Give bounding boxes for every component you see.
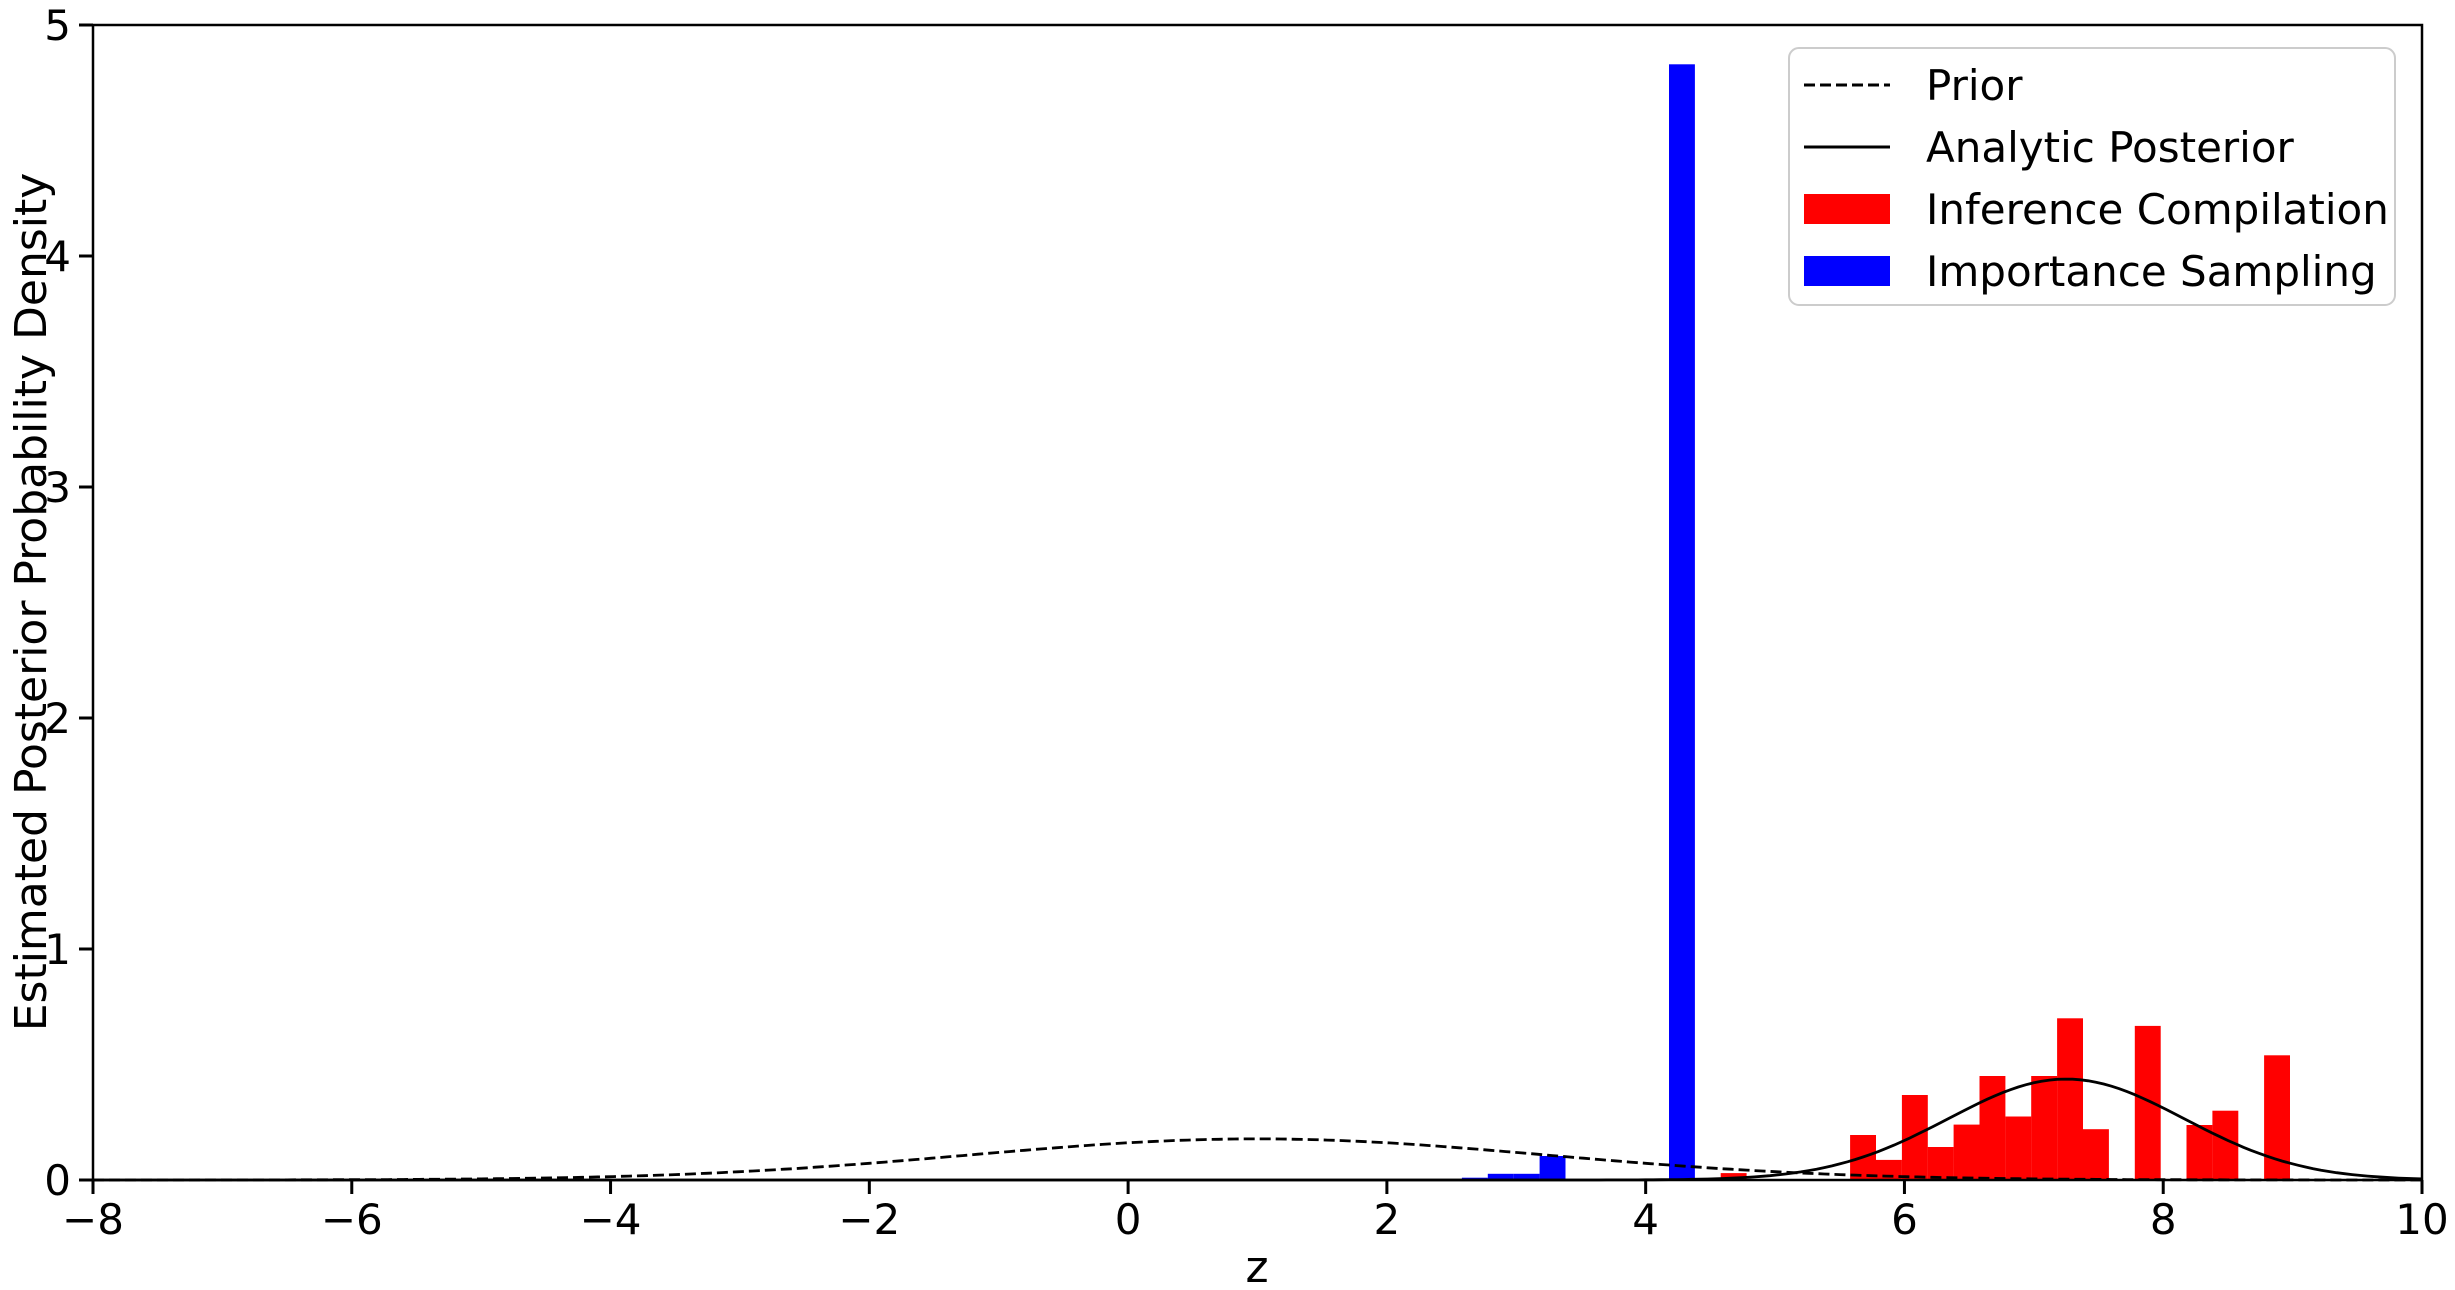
- histogram-layer: [1461, 64, 2290, 1180]
- histogram-bar: [2057, 1018, 2083, 1180]
- histogram-bar: [2212, 1110, 2239, 1180]
- y-tick-label: 4: [44, 232, 71, 281]
- y-tick-label: 2: [44, 694, 71, 743]
- y-tick-label: 5: [44, 1, 71, 50]
- histogram-bar: [1953, 1124, 1980, 1180]
- legend-prior-label: Prior: [1926, 61, 2023, 110]
- histogram-bar: [2186, 1125, 2213, 1180]
- histogram-bar: [2134, 1025, 2161, 1180]
- x-tick-label: 10: [2395, 1195, 2448, 1244]
- analytic-posterior-curve: [93, 1077, 2423, 1182]
- x-tick-label: −4: [580, 1195, 642, 1244]
- x-tick-label: 0: [1115, 1195, 1142, 1244]
- x-tick-label: −6: [321, 1195, 383, 1244]
- x-axis-label: z: [1245, 1242, 1268, 1290]
- legend-box: [1788, 47, 2396, 306]
- histogram-bar: [1927, 1147, 1954, 1180]
- y-axis-label: Estimated Posterior Probability Density: [6, 173, 57, 1032]
- curve-layer: [93, 1077, 2423, 1182]
- y-tick-label: 1: [44, 925, 71, 974]
- histogram-bar: [1513, 1173, 1540, 1180]
- histogram-bar: [2031, 1076, 2058, 1180]
- histogram-bar: [1901, 1095, 1928, 1180]
- histogram-bar: [1539, 1156, 1566, 1180]
- histogram-bar: [2005, 1116, 2032, 1180]
- histogram-bar: [1720, 1173, 1747, 1180]
- y-tick-label: 3: [44, 463, 71, 512]
- legend-inference-compilation-label: Inference Compilation: [1926, 185, 2389, 234]
- legend: Prior Analytic Posterior Inference Compi…: [1788, 47, 2396, 306]
- x-tick-label: 2: [1374, 1195, 1401, 1244]
- histogram-bar: [1487, 1173, 1514, 1180]
- y-tick-label: 0: [44, 1156, 71, 1205]
- legend-importance-sampling-label: Importance Sampling: [1926, 247, 2377, 296]
- histogram-bar: [1979, 1076, 2006, 1180]
- x-tick-label: −2: [838, 1195, 900, 1244]
- x-tick-label: 4: [1632, 1195, 1659, 1244]
- histogram-bar: [1669, 64, 1695, 1180]
- legend-posterior-label: Analytic Posterior: [1926, 123, 2295, 172]
- x-tick-label: −8: [62, 1195, 124, 1244]
- legend-inference-compilation-swatch: [1804, 194, 1890, 224]
- legend-importance-sampling-swatch: [1804, 256, 1890, 286]
- x-tick-label: 6: [1891, 1195, 1918, 1244]
- x-tick-label: 8: [2150, 1195, 2177, 1244]
- histogram-bar: [2083, 1129, 2109, 1180]
